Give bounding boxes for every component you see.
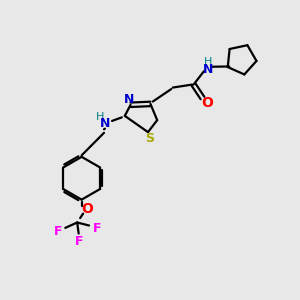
Text: F: F [74,235,83,248]
Text: O: O [202,96,214,110]
Text: S: S [145,132,154,145]
Text: N: N [202,63,213,76]
Text: N: N [124,93,134,106]
Text: F: F [93,222,101,235]
Text: N: N [100,117,110,130]
Text: O: O [81,202,93,216]
Text: H: H [204,57,212,67]
Text: F: F [54,225,62,238]
Text: H: H [96,112,104,122]
